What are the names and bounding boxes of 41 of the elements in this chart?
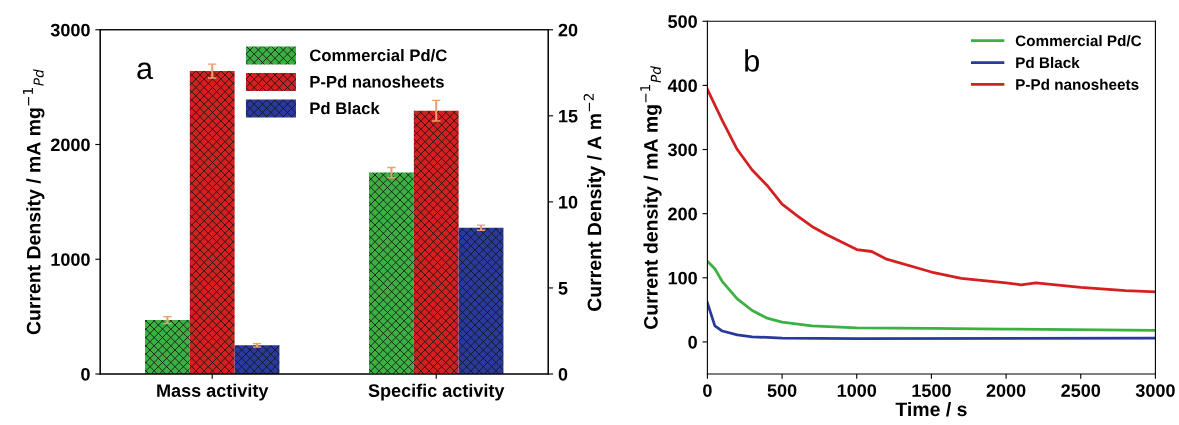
- y2-tick-label: 15: [559, 109, 578, 123]
- y-tick-label: 100: [668, 271, 697, 285]
- x-tick-label: Mass activity: [157, 383, 269, 401]
- y2-tick-label: 10: [559, 195, 578, 209]
- y2-tick-label: 20: [558, 23, 578, 37]
- legend-label: Pd Black: [310, 102, 380, 115]
- legend-label: P-Pd nanosheets: [310, 75, 444, 88]
- y-axis-title: Current density / mA mg$^{−1}$$_{Pd}$: [640, 66, 662, 329]
- legend-label: P-Pd nanosheets: [1016, 78, 1139, 90]
- y-tick-label: 500: [668, 15, 697, 28]
- y-axis-title: Current Density / mA mg$^{−1}$$_{Pd}$: [23, 69, 45, 335]
- x-tick-label: 1000: [837, 384, 877, 397]
- y-tick-label: 1000: [51, 253, 90, 266]
- x-tick-label: 500: [767, 384, 797, 397]
- y-tick-label: 3000: [50, 23, 90, 37]
- line-series: [707, 301, 1156, 341]
- x-tick-label: 2500: [1061, 384, 1101, 397]
- x-tick-label: 3000: [1135, 384, 1175, 398]
- line-series: [707, 259, 1156, 332]
- y-tick-label: 0: [688, 335, 697, 349]
- y2-axis-title: Current Density / A m$^{−2}$: [583, 94, 606, 311]
- x-axis-title: Time / s: [895, 401, 967, 417]
- y-tick-label: 0: [81, 367, 90, 381]
- y2-tick-label: 5: [558, 282, 568, 295]
- annotation: a: [137, 62, 154, 80]
- y-tick-label: 200: [668, 207, 697, 221]
- y2-tick-label: 0: [558, 367, 568, 381]
- bar: [189, 71, 235, 374]
- bar: [145, 320, 190, 374]
- legend-label: Commercial Pd/C: [309, 49, 447, 62]
- legend-label: Commercial Pd/C: [1015, 35, 1142, 47]
- legend-label: Pd Black: [1016, 56, 1080, 69]
- x-tick-label: 0: [703, 384, 712, 397]
- x-tick-label: 2000: [986, 384, 1026, 397]
- x-tick-label: 1500: [912, 384, 951, 397]
- x-tick-label: Specific activity: [368, 383, 505, 401]
- annotation: b: [745, 49, 759, 72]
- y-tick-label: 400: [667, 79, 697, 93]
- y-tick-label: 300: [667, 143, 697, 157]
- bar: [234, 345, 280, 374]
- y-tick-label: 2000: [50, 138, 90, 152]
